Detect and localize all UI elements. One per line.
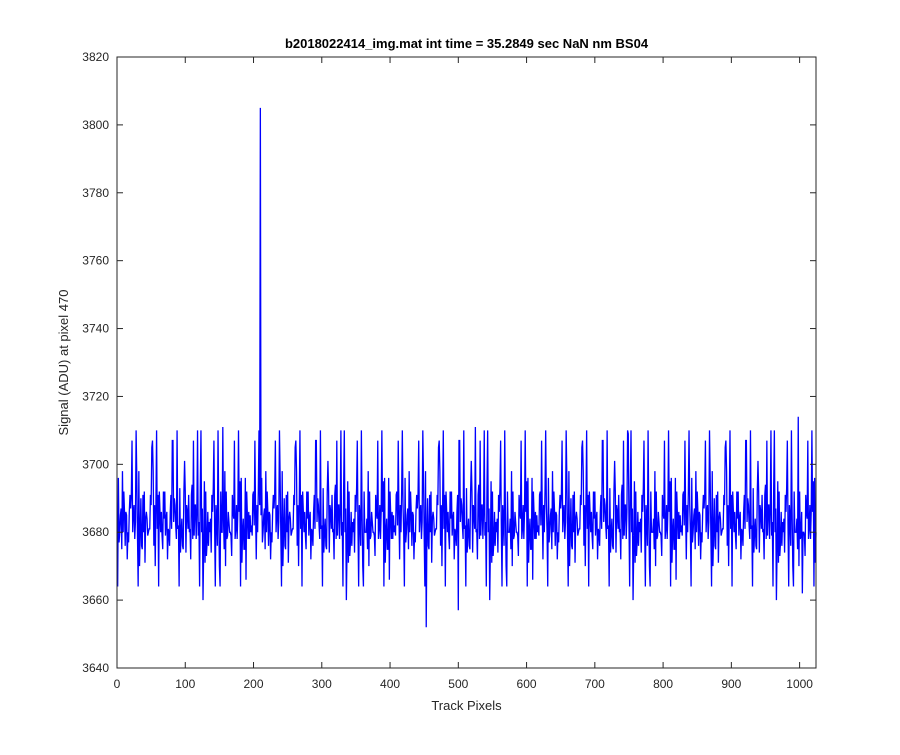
x-axis: 0 100 200 300 400 500 600 700 800 900 1000 <box>114 57 813 691</box>
series-layer <box>117 107 817 628</box>
x-tick-label: 700 <box>585 677 605 691</box>
y-tick-label: 3720 <box>82 389 109 403</box>
x-tick-label: 100 <box>175 677 195 691</box>
chart-title: b2018022414_img.mat int time = 35.2849 s… <box>285 36 649 51</box>
x-tick-label: 600 <box>517 677 537 691</box>
y-axis-label: Signal (ADU) at pixel 470 <box>56 290 71 436</box>
x-axis-label: Track Pixels <box>431 698 502 713</box>
x-tick-label: 400 <box>380 677 400 691</box>
y-tick-label: 3800 <box>82 118 109 132</box>
y-tick-label: 3780 <box>82 186 109 200</box>
x-tick-label: 500 <box>448 677 468 691</box>
x-tick-label: 200 <box>244 677 264 691</box>
x-tick-label: 1000 <box>786 677 813 691</box>
x-tick-label: 800 <box>653 677 673 691</box>
y-tick-label: 3760 <box>82 254 109 268</box>
y-tick-label: 3660 <box>82 593 109 607</box>
x-tick-label: 900 <box>721 677 741 691</box>
axes-box <box>116 56 817 669</box>
y-tick-label: 3680 <box>82 525 109 539</box>
series-line <box>117 107 817 628</box>
y-tick-label: 3640 <box>82 661 109 675</box>
y-axis: 3640 3660 3680 3700 3720 3740 3760 3780 3800 3820 <box>82 50 816 675</box>
x-tick-label: 300 <box>312 677 332 691</box>
y-tick-label: 3700 <box>82 457 109 471</box>
x-tick-label: 0 <box>114 677 121 691</box>
y-tick-label: 3740 <box>82 322 109 336</box>
y-tick-label: 3820 <box>82 50 109 64</box>
